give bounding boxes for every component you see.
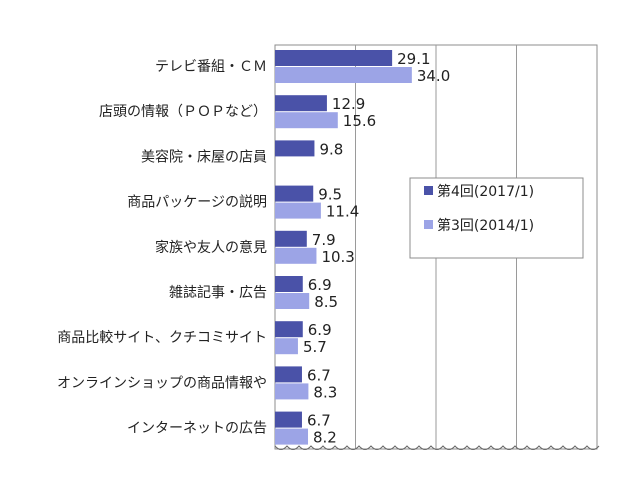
category-label: 美容院・床屋の店員	[141, 148, 267, 165]
legend: 第4回(2017/1) 第3回(2014/1)	[409, 177, 584, 259]
axis-break-wave	[274, 445, 600, 450]
bar-series-1	[275, 140, 315, 157]
bar-series-1	[275, 321, 303, 338]
legend-swatch	[424, 186, 433, 195]
category-label: 商品比較サイト、クチコミサイト	[57, 330, 267, 346]
bar-series-2	[275, 293, 310, 309]
bar-series-1	[275, 411, 302, 428]
category-label: オンラインショップの商品情報や	[57, 375, 267, 391]
bar-series-2	[275, 112, 338, 129]
value-label: 6.7	[307, 366, 331, 384]
legend-swatch	[424, 220, 433, 229]
bars	[275, 50, 412, 445]
bar-series-2	[275, 67, 412, 83]
bar-series-1	[275, 276, 303, 292]
value-label: 6.9	[308, 276, 332, 294]
value-label: 12.9	[332, 95, 365, 113]
bar-series-1	[275, 366, 302, 383]
category-label: テレビ番組・ＣＭ	[155, 59, 267, 75]
value-label: 5.7	[303, 338, 327, 356]
bar-series-1	[275, 230, 307, 247]
bar-series-1	[275, 185, 314, 202]
category-label: 商品パッケージの説明	[127, 195, 267, 211]
value-label: 9.5	[318, 186, 342, 204]
legend-box	[409, 177, 584, 259]
value-label: 8.5	[314, 293, 338, 311]
bar-series-1	[275, 50, 393, 66]
value-label: 11.4	[326, 203, 359, 221]
value-label: 6.7	[307, 412, 331, 430]
value-labels: 29.134.012.915.69.89.511.47.910.36.98.56…	[303, 50, 450, 447]
value-label: 8.2	[313, 429, 337, 447]
category-labels: テレビ番組・ＣＭ 店頭の情報（ＰＯＰなど） 美容院・床屋の店員商品パッケージの説明家…	[57, 59, 267, 437]
value-label: 34.0	[417, 67, 450, 85]
bar-series-2	[275, 428, 309, 445]
category-label: 店頭の情報（ＰＯＰなど）	[99, 104, 267, 120]
legend-label: 第3回(2014/1)	[437, 217, 534, 234]
bar-series-1	[275, 95, 327, 112]
bar-series-2	[275, 247, 317, 264]
bar-series-2	[275, 338, 298, 355]
legend-label: 第4回(2017/1)	[437, 183, 534, 200]
bar-series-2	[275, 383, 309, 400]
category-label: インターネットの広告	[127, 421, 267, 437]
value-label: 29.1	[397, 50, 430, 68]
category-label: 家族や友人の意見	[155, 239, 267, 256]
category-label: 雑誌記事・広告	[169, 284, 267, 301]
value-label: 9.8	[319, 140, 343, 158]
value-label: 8.3	[313, 383, 337, 401]
bar-series-2	[275, 202, 321, 219]
value-label: 7.9	[312, 231, 336, 249]
value-label: 10.3	[321, 248, 354, 266]
value-label: 15.6	[343, 112, 376, 130]
value-label: 6.9	[308, 321, 332, 339]
